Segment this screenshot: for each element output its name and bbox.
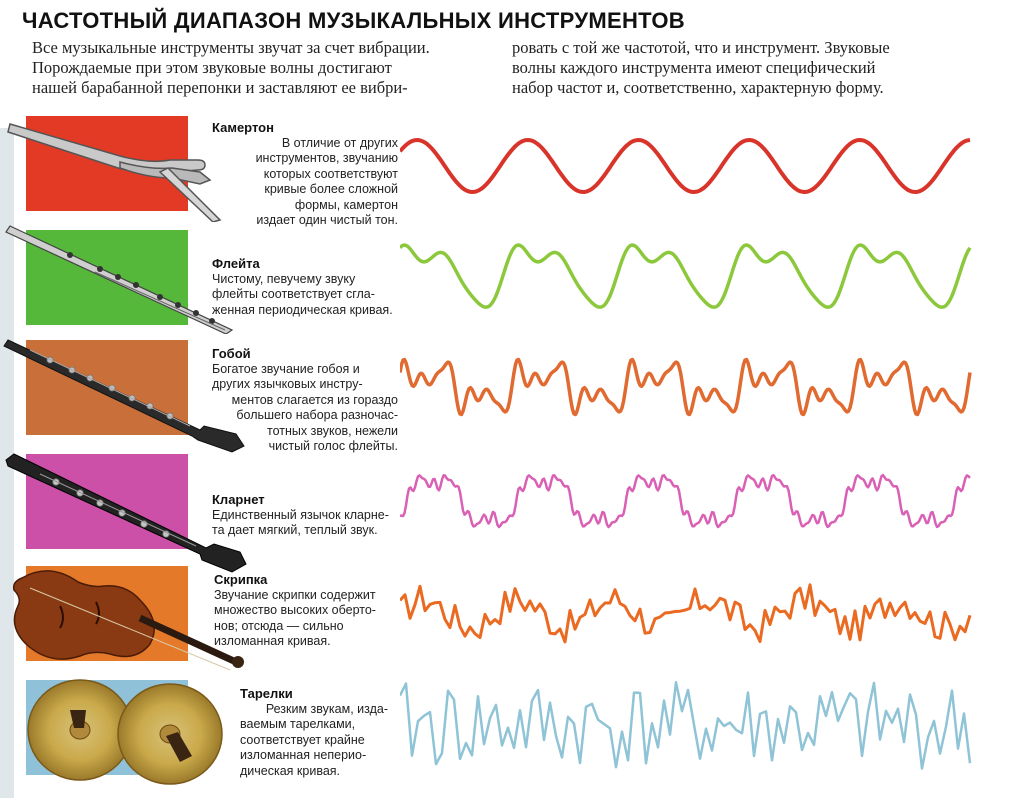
description-line: издает один чистый тон.: [256, 213, 398, 227]
waveform-oboe: [400, 357, 972, 417]
description-line: инструментов, звучанию: [255, 151, 398, 165]
description-line: изломанная неперио-: [240, 748, 367, 762]
description-line: соответствует крайне: [240, 732, 365, 747]
description-line: та дает мягкий, теплый звук.: [212, 523, 378, 537]
waveform-line: [400, 583, 972, 644]
intro-left-column: Все музыкальные инструменты звучат за сч…: [32, 38, 502, 98]
description-line: других язычковых инстру-: [212, 377, 363, 391]
description-line: формы, камертон: [294, 197, 398, 212]
instrument-row-tuning-fork: Камертон В отличие от других инструменто…: [0, 110, 1010, 227]
instrument-name: Флейта: [212, 256, 260, 271]
description-line: нов; отсюда — сильно: [214, 618, 344, 633]
instrument-description: Тарелки Резким звукам, изда- ваемым таре…: [240, 686, 388, 779]
intro-line: набор частот и, соответственно, характер…: [512, 78, 884, 97]
waveform-violin: [400, 583, 972, 644]
description-line: В отличие от других: [281, 135, 398, 150]
waveform-line: [400, 680, 972, 770]
intro-line: Все музыкальные инструменты звучат за сч…: [32, 38, 430, 57]
description-line: Единственный язычок кларне-: [212, 507, 389, 522]
waveform-tuning-fork: [400, 138, 971, 194]
instrument-description: Флейта Чистому, певучему звуку флейты со…: [212, 256, 416, 318]
instrument-description: Скрипка Звучание скрипки содержит множес…: [214, 572, 404, 650]
instrument-row-clarinet: Кларнет Единственный язычок кларне- та д…: [0, 446, 1010, 573]
intro-line: нашей барабанной перепонки и заставляют …: [32, 78, 408, 97]
page-title: ЧАСТОТНЫЙ ДИАПАЗОН МУЗЫКАЛЬНЫХ ИНСТРУМЕН…: [22, 8, 685, 33]
intro-right-column: ровать с той же частотой, что и инструме…: [512, 38, 982, 98]
instrument-name: Камертон: [212, 120, 274, 135]
clarinet-icon: [5, 453, 247, 573]
description-line: женная периодическая кривая.: [212, 302, 393, 317]
cymbals-icon: [27, 679, 223, 785]
description-line: Звучание скрипки содержит: [214, 587, 376, 602]
instrument-name: Кларнет: [212, 492, 265, 507]
intro-line: Порождаемые при этом звуковые волны дост…: [32, 58, 392, 77]
instrument-row-violin: Скрипка Звучание скрипки содержит множес…: [0, 558, 1010, 671]
instrument-name: Тарелки: [240, 686, 293, 701]
description-line: флейты соответствует сгла-: [212, 287, 375, 301]
description-line: кривые более сложной: [264, 182, 398, 196]
waveform-line: [400, 243, 972, 309]
waveform-line: [400, 357, 972, 417]
waveform-line: [400, 473, 971, 529]
oboe-icon: [3, 339, 245, 453]
tuning-fork-icon: [7, 123, 222, 222]
instrument-row-flute: Флейта Чистому, певучему звуку флейты со…: [0, 222, 1010, 334]
description-line: чистый голос флейты.: [268, 439, 398, 453]
instrument-description: Камертон В отличие от других инструменто…: [212, 120, 398, 229]
description-line: Чистому, певучему звуку: [212, 271, 356, 286]
description-line: дическая кривая.: [240, 763, 341, 778]
instrument-name: Скрипка: [214, 572, 268, 587]
instrument-row-cymbals: Тарелки Резким звукам, изда- ваемым таре…: [0, 670, 1010, 785]
flute-icon: [5, 225, 234, 334]
description-line: ментов слагается из гораздо: [231, 392, 398, 407]
waveform-cymbals: [400, 680, 972, 770]
description-line: которых соответствуют: [263, 166, 398, 181]
instrument-row-oboe: Гобой Богатое звучание гобоя и других яз…: [0, 334, 1010, 453]
violin-icon: [12, 570, 244, 671]
description-line: Резким звукам, изда-: [265, 701, 388, 716]
intro-line: волны каждого инструмента имеют специфич…: [512, 58, 876, 77]
waveform-flute: [400, 243, 972, 309]
instrument-name: Гобой: [212, 346, 251, 361]
description-line: изломанная кривая.: [214, 634, 331, 648]
intro-line: ровать с той же частотой, что и инструме…: [512, 38, 890, 57]
instrument-description: Гобой Богатое звучание гобоя и других яз…: [212, 346, 398, 455]
instrument-description: Кларнет Единственный язычок кларне- та д…: [212, 492, 408, 539]
waveform-clarinet: [400, 473, 971, 529]
description-line: тотных звуков, нежели: [267, 423, 398, 438]
description-line: множество высоких оберто-: [214, 603, 376, 617]
description-line: ваемым тарелками,: [240, 717, 356, 731]
waveform-line: [400, 138, 971, 194]
description-line: Богатое звучание гобоя и: [212, 361, 360, 376]
description-line: большего набора разночас-: [236, 408, 398, 422]
